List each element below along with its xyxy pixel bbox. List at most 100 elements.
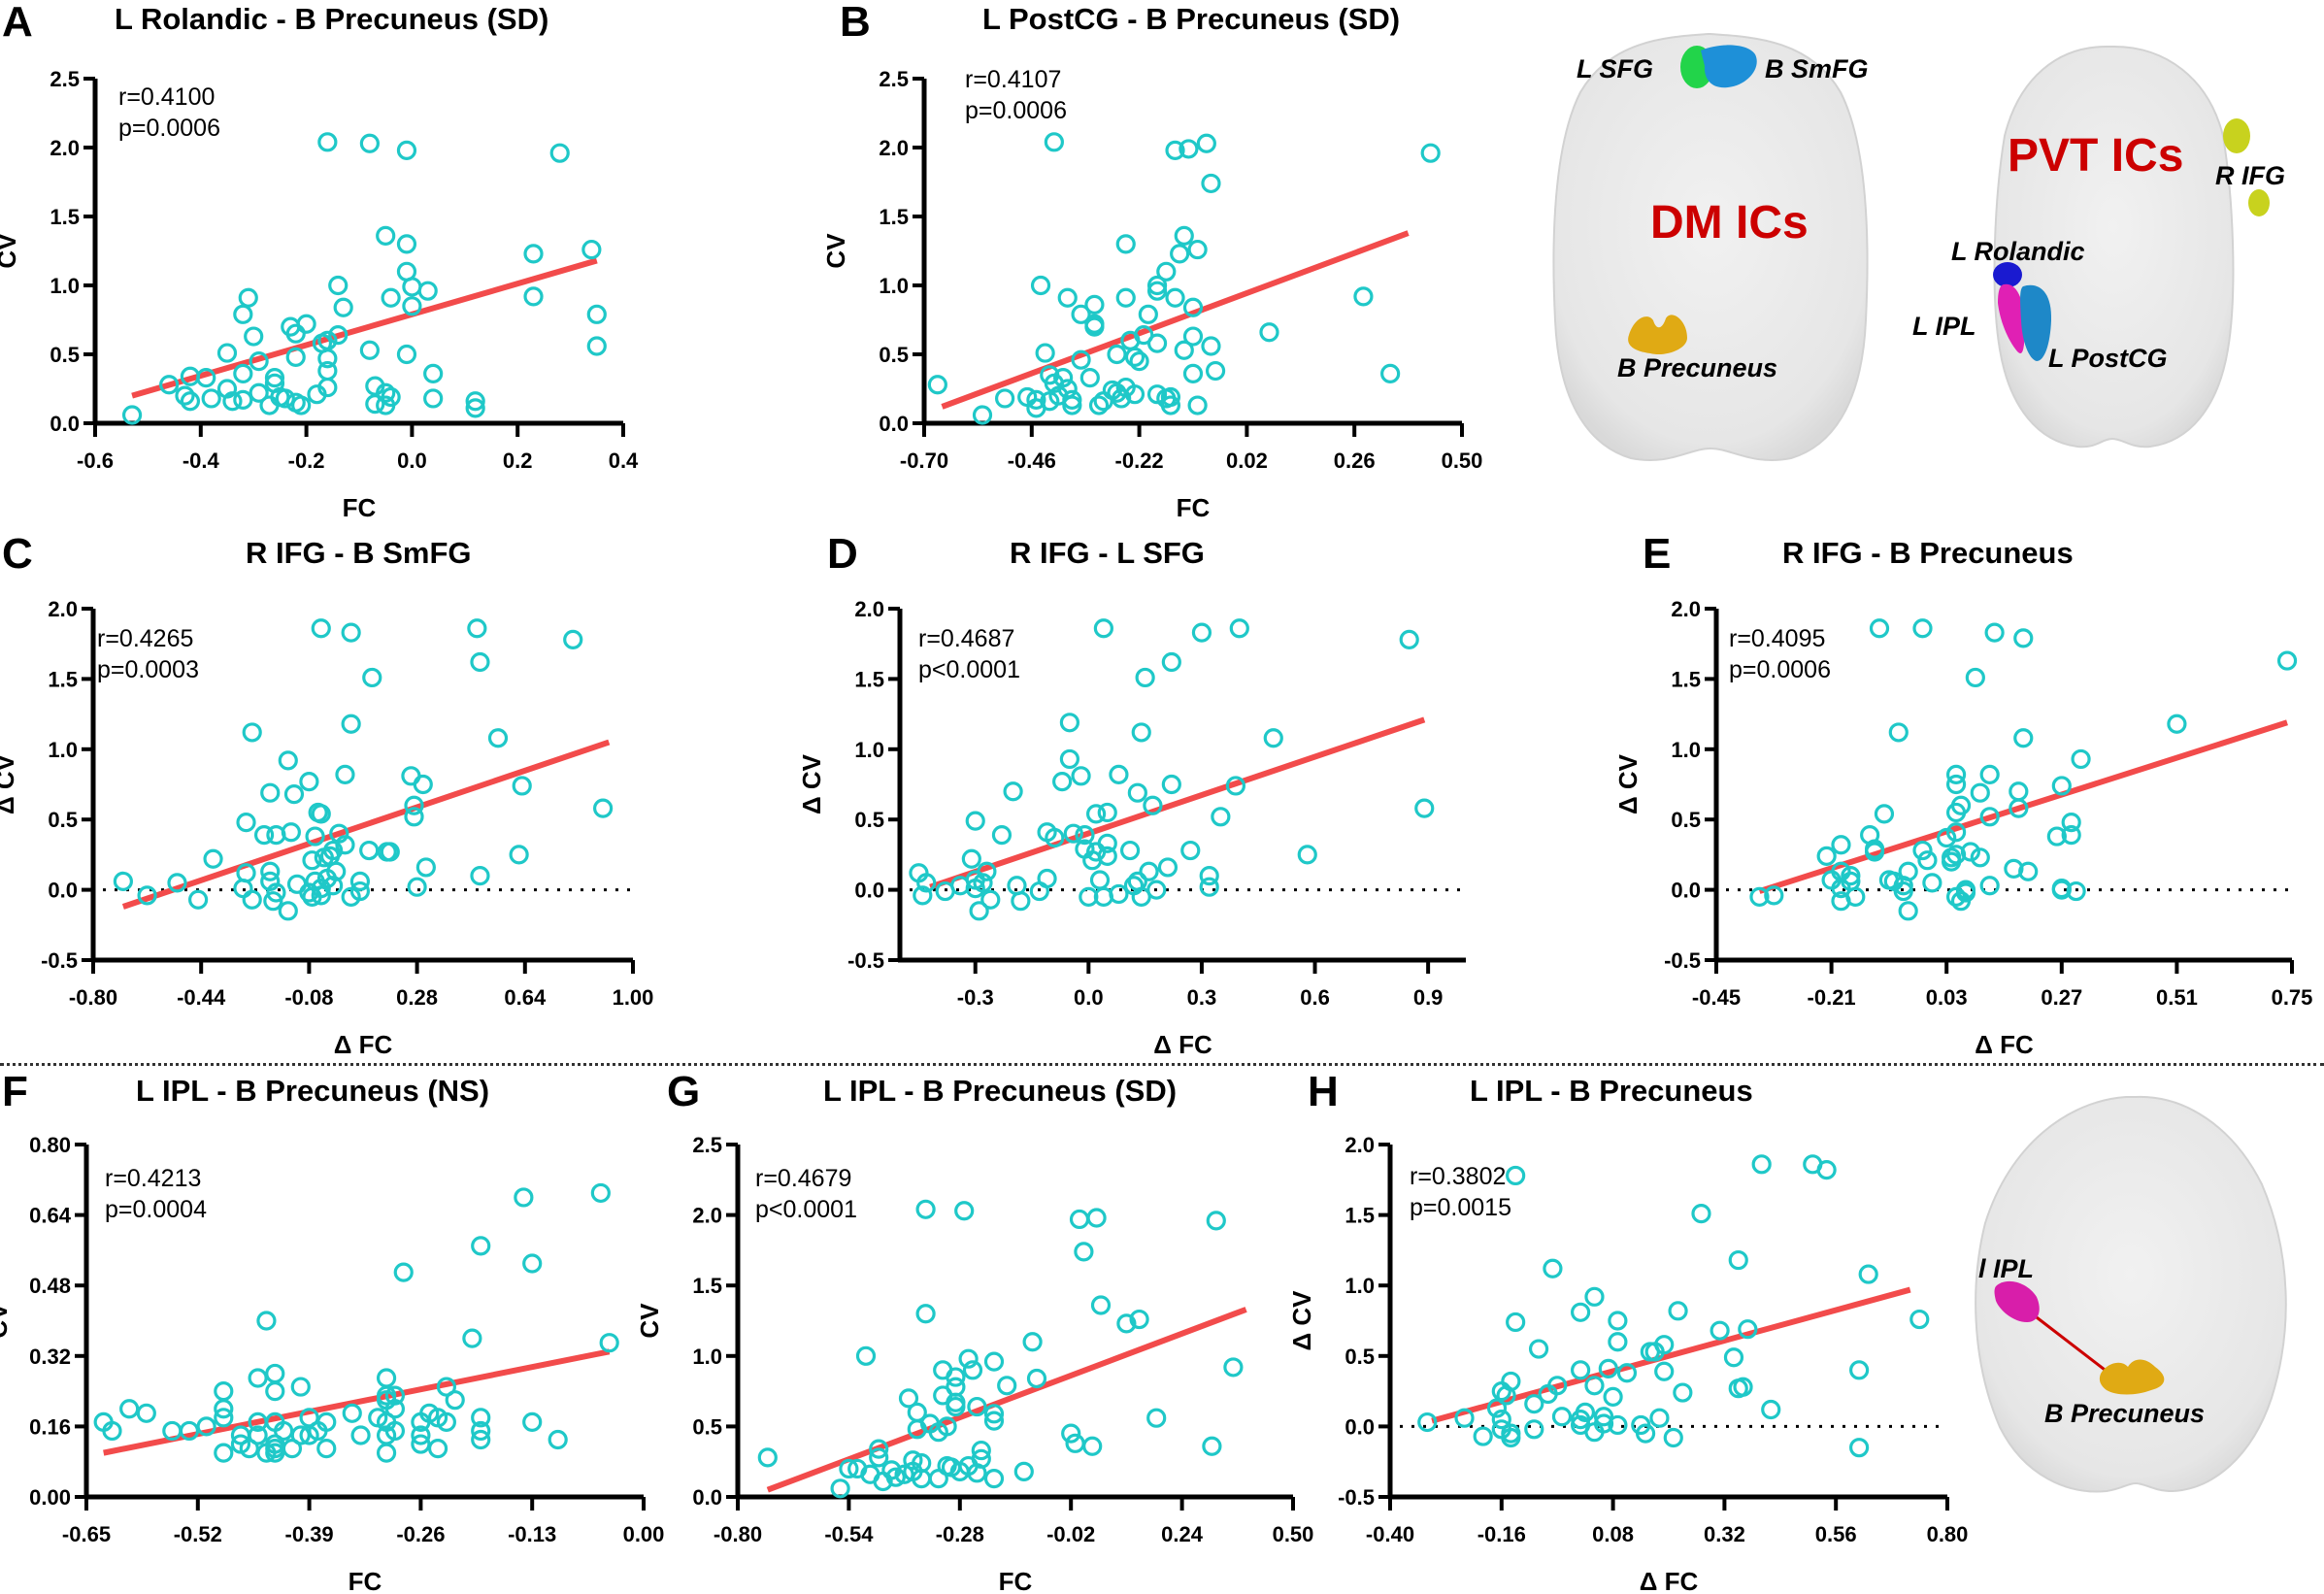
data-point-c	[563, 629, 583, 649]
data-point-b	[1044, 132, 1064, 152]
data-point-f	[522, 1411, 543, 1432]
data-point-e	[2013, 728, 2034, 748]
data-point-b	[1165, 140, 1185, 160]
data-point-h	[1616, 1363, 1638, 1383]
data-point-e	[1841, 866, 1861, 886]
data-point-f	[599, 1333, 619, 1353]
data-point-e	[1898, 861, 1918, 881]
data-point-b	[1196, 133, 1216, 153]
data-point-d	[1143, 795, 1163, 815]
data-point-d	[1146, 880, 1167, 900]
data-point-a	[216, 343, 238, 363]
data-point-g	[757, 1447, 778, 1468]
data-point-d	[1199, 866, 1219, 886]
x-tick-label-d: -0.3	[957, 985, 994, 1010]
data-point-f	[522, 1253, 543, 1274]
data-point-f	[590, 1182, 611, 1204]
data-point-h	[1547, 1376, 1568, 1396]
data-point-c	[404, 795, 424, 815]
data-point-b	[927, 375, 947, 395]
data-point-a	[381, 386, 401, 408]
data-point-h	[1543, 1258, 1563, 1279]
x-tick-label-c: 1.00	[613, 985, 654, 1010]
y-tick-label-d: -0.5	[847, 948, 884, 973]
data-point-c	[512, 776, 532, 796]
y-tick-label-h: 0.5	[1345, 1345, 1375, 1369]
data-point-e	[2051, 880, 2072, 900]
data-point-g	[997, 1376, 1017, 1396]
data-point-c	[299, 772, 319, 792]
data-point-b	[1107, 344, 1127, 365]
data-point-e	[1922, 873, 1942, 893]
data-point-h	[1506, 1165, 1526, 1186]
data-point-b	[1179, 139, 1199, 159]
data-point-e	[1945, 764, 1967, 784]
data-point-e	[1888, 722, 1909, 743]
x-tick-label-e: 0.03	[1926, 985, 1968, 1010]
data-point-d	[1037, 868, 1057, 889]
data-point-e	[1945, 822, 1967, 843]
data-point-a	[423, 388, 444, 409]
x-tick-label-g: -0.54	[824, 1522, 874, 1546]
y-tick-label-e: 1.0	[1671, 738, 1701, 762]
data-point-a	[285, 323, 306, 344]
data-point-b	[1146, 333, 1168, 353]
regression-line-f	[103, 1348, 611, 1456]
data-point-a	[333, 297, 353, 317]
data-point-b	[1124, 347, 1145, 367]
data-point-a	[249, 382, 269, 403]
y-tick-label-e: 2.0	[1671, 597, 1701, 621]
panel-letter-g: G	[667, 1068, 701, 1115]
data-point-c	[167, 873, 187, 893]
data-point-b	[1112, 388, 1132, 409]
x-tick-label-f: -0.13	[508, 1522, 556, 1546]
regression-line-e	[1758, 719, 2288, 894]
data-point-g	[971, 1440, 991, 1461]
stats-e: r=0.4095 p=0.0006	[1729, 623, 1831, 685]
data-point-d	[1071, 766, 1091, 786]
data-point-d	[1131, 886, 1151, 907]
data-point-f	[445, 1390, 465, 1411]
data-point-a	[249, 351, 269, 372]
data-point-b	[1182, 363, 1204, 383]
data-point-b	[1071, 304, 1091, 324]
data-point-f	[376, 1368, 397, 1388]
y-tick-label-f: 0.00	[29, 1485, 71, 1510]
r-value: r=0.4107	[965, 66, 1062, 93]
regression-line-b	[941, 230, 1410, 410]
data-point-c	[380, 842, 400, 862]
data-point-f	[196, 1416, 216, 1437]
data-point-f	[214, 1408, 234, 1428]
data-point-b	[1205, 360, 1226, 382]
data-point-d	[1063, 823, 1083, 844]
data-point-a	[423, 363, 444, 383]
stats-b: r=0.4107 p=0.0006	[965, 64, 1067, 126]
data-point-a	[396, 234, 417, 254]
data-point-f	[462, 1328, 482, 1348]
data-point-c	[260, 782, 281, 803]
x-tick-label-e: 0.75	[2272, 985, 2313, 1010]
data-point-g	[954, 1201, 975, 1221]
x-tick-label-a: -0.4	[183, 448, 220, 473]
data-point-h	[1751, 1154, 1772, 1175]
data-point-d	[1093, 618, 1113, 639]
x-axis-label-g: FC	[999, 1567, 1033, 1594]
data-point-h	[1593, 1413, 1614, 1434]
data-point-h	[1524, 1419, 1544, 1440]
data-point-g	[971, 1448, 991, 1469]
data-point-d	[1086, 804, 1107, 824]
data-point-f	[471, 1429, 491, 1450]
y-tick-label-b: 1.0	[879, 274, 909, 298]
data-point-e	[2061, 825, 2081, 846]
data-point-d	[1399, 629, 1419, 649]
data-point-c	[323, 876, 344, 896]
data-point-d	[1297, 845, 1317, 865]
data-point-e	[1937, 827, 1957, 848]
data-point-f	[299, 1408, 319, 1428]
data-point-c	[236, 812, 256, 833]
data-point-d	[1109, 883, 1129, 905]
y-axis-label-d: Δ CV	[797, 753, 826, 814]
data-point-g	[958, 1348, 979, 1369]
data-point-b	[1380, 363, 1401, 383]
data-point-e	[2071, 748, 2091, 770]
